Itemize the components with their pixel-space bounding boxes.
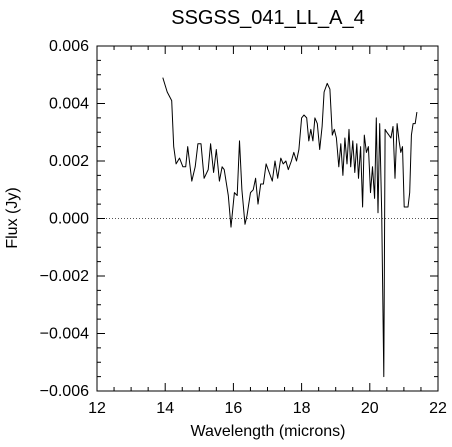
chart-title: SSGSS_041_LL_A_4 <box>171 7 365 29</box>
y-tick-label: −0.006 <box>40 383 89 400</box>
axes-layer: 12 14 16 18 20 22 −0.006 −0.004 −0.002 0.000 0.002… <box>40 38 447 417</box>
plot-layer <box>97 77 438 378</box>
x-tick-label: 16 <box>225 400 243 417</box>
y-tick-label: 0.006 <box>49 38 89 55</box>
y-axis-label: Flux (Jy) <box>4 187 21 248</box>
y-tick-label: 0.004 <box>49 96 89 113</box>
x-tick-label: 18 <box>293 400 311 417</box>
x-tick-label: 12 <box>88 400 106 417</box>
y-tick-label: −0.002 <box>40 268 89 285</box>
flux-series-line <box>162 77 418 378</box>
x-tick-label: 22 <box>429 400 447 417</box>
x-axis-label: Wavelength (microns) <box>190 423 345 440</box>
y-tick-label: 0.002 <box>49 153 89 170</box>
x-tick-label: 20 <box>361 400 379 417</box>
y-tick-label: 0.000 <box>49 211 89 228</box>
y-tick-label: −0.004 <box>40 326 89 343</box>
x-tick-label: 14 <box>156 400 174 417</box>
